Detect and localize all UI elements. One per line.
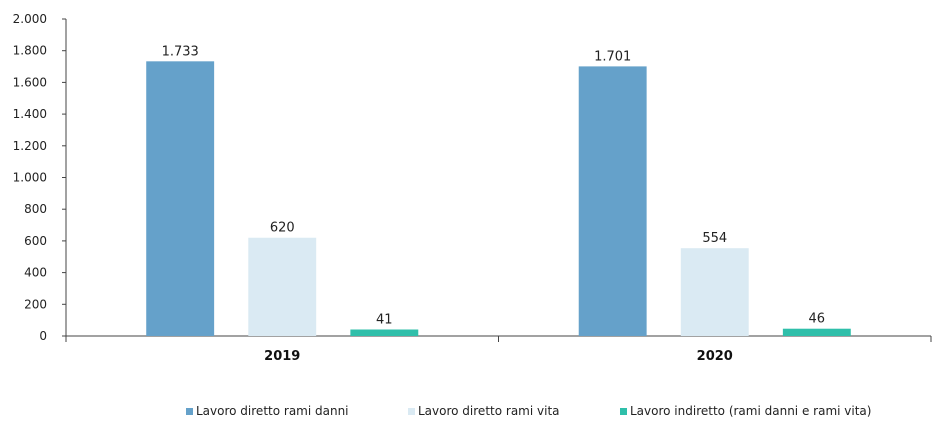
bar xyxy=(248,237,317,336)
y-tick-label: 400 xyxy=(24,266,47,280)
legend-item: Lavoro indiretto (rami danni e rami vita… xyxy=(620,404,871,418)
y-axis: 0 200 400 600 800 1.000 1.200 1.400 1.600 1.800 2.… xyxy=(13,12,67,343)
x-axis: 2019 2020 xyxy=(65,335,932,364)
legend-label: Lavoro diretto rami vita xyxy=(418,404,560,418)
bar xyxy=(146,61,215,337)
y-tick-label: 1.800 xyxy=(13,44,47,58)
y-tick-label: 600 xyxy=(24,234,47,248)
x-tick-label: 2019 xyxy=(264,349,300,364)
y-tick-label: 2.000 xyxy=(13,12,47,26)
data-label: 620 xyxy=(270,221,295,236)
data-label: 46 xyxy=(809,312,826,327)
bar-labels: 1.733 620 41 1.701 554 46 xyxy=(162,44,826,327)
bar xyxy=(680,248,749,336)
legend-item: Lavoro diretto rami danni xyxy=(186,404,349,418)
bar xyxy=(578,66,647,336)
data-label: 41 xyxy=(376,313,393,328)
legend-swatch xyxy=(408,407,415,415)
data-label: 554 xyxy=(702,231,727,246)
legend-item: Lavoro diretto rami vita xyxy=(408,404,560,418)
bar xyxy=(782,328,851,336)
data-label: 1.701 xyxy=(594,49,631,64)
x-tick-label: 2020 xyxy=(697,349,733,364)
y-tick-label: 1.200 xyxy=(13,139,47,153)
bar xyxy=(350,329,419,336)
y-tick-label: 200 xyxy=(24,297,47,311)
y-tick-label: 0 xyxy=(39,329,47,343)
legend-label: Lavoro diretto rami danni xyxy=(196,404,349,418)
y-tick-label: 1.400 xyxy=(13,107,47,121)
data-label: 1.733 xyxy=(162,44,199,59)
legend-swatch xyxy=(186,407,193,415)
y-tick-label: 1.600 xyxy=(13,75,47,89)
legend: Lavoro diretto rami danni Lavoro diretto … xyxy=(0,404,937,422)
legend-swatch xyxy=(620,407,627,415)
y-tick-label: 1.000 xyxy=(13,171,47,185)
bars xyxy=(146,61,851,337)
y-tick-label: 800 xyxy=(24,202,47,216)
legend-label: Lavoro indiretto (rami danni e rami vita… xyxy=(630,404,872,418)
